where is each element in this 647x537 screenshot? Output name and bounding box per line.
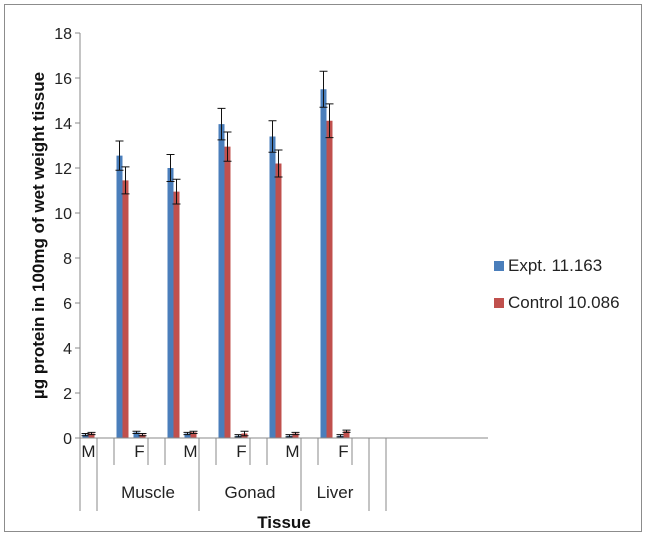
x-group-label: Gonad bbox=[224, 483, 275, 502]
bar-control bbox=[292, 433, 299, 438]
bar-control bbox=[275, 163, 282, 438]
y-axis-title: µg protein in 100mg of wet weight tissue bbox=[29, 72, 48, 399]
x-sub-label: F bbox=[236, 442, 246, 461]
bar-expt bbox=[133, 432, 140, 438]
bar-expt bbox=[167, 168, 174, 438]
legend-swatch bbox=[494, 261, 504, 271]
bar-control bbox=[122, 180, 129, 438]
x-axis-title: Tissue bbox=[257, 513, 311, 532]
bar-expt bbox=[116, 155, 123, 438]
bar-control bbox=[173, 191, 180, 438]
x-sub-label: M bbox=[183, 442, 197, 461]
y-tick-label: 18 bbox=[54, 26, 72, 43]
bar-control bbox=[343, 431, 350, 438]
x-group-label: Liver bbox=[317, 483, 354, 502]
legend-label: Expt. 11.163 bbox=[508, 256, 602, 275]
x-sub-label: F bbox=[134, 442, 144, 461]
x-sub-label: M bbox=[285, 442, 299, 461]
x-axis: M F M F M F Muscle Gonad Liver bbox=[79, 437, 488, 511]
x-sub-label: F bbox=[338, 442, 348, 461]
y-tick-label: 0 bbox=[63, 431, 72, 448]
x-sub-label: M bbox=[81, 442, 95, 461]
legend-label: Control 10.086 bbox=[508, 293, 620, 312]
bar-control bbox=[326, 120, 333, 438]
bar-expt bbox=[218, 124, 225, 438]
y-tick-label: 6 bbox=[63, 296, 72, 313]
y-axis-ticks: 0 2 4 6 8 10 12 14 16 18 bbox=[54, 26, 81, 448]
plot-area bbox=[81, 70, 351, 438]
bar-expt bbox=[184, 433, 191, 438]
bar-expt bbox=[320, 89, 327, 438]
bar-control bbox=[190, 432, 197, 438]
bar-control bbox=[224, 146, 231, 438]
legend: Expt. 11.163 Control 10.086 bbox=[494, 256, 620, 312]
y-tick-label: 4 bbox=[63, 341, 72, 358]
y-tick-label: 2 bbox=[63, 386, 72, 403]
y-tick-label: 10 bbox=[54, 206, 72, 223]
x-group-label: Muscle bbox=[121, 483, 175, 502]
y-tick-label: 12 bbox=[54, 161, 72, 178]
bar-control bbox=[88, 433, 95, 438]
legend-swatch bbox=[494, 298, 504, 308]
bar-control bbox=[139, 434, 146, 438]
y-tick-label: 8 bbox=[63, 251, 72, 268]
y-tick-label: 16 bbox=[54, 71, 72, 88]
bar-expt bbox=[269, 136, 276, 438]
y-axis-title-group: µg protein in 100mg of wet weight tissue bbox=[29, 72, 48, 399]
y-tick-label: 14 bbox=[54, 116, 72, 133]
bar-expt bbox=[82, 434, 89, 438]
